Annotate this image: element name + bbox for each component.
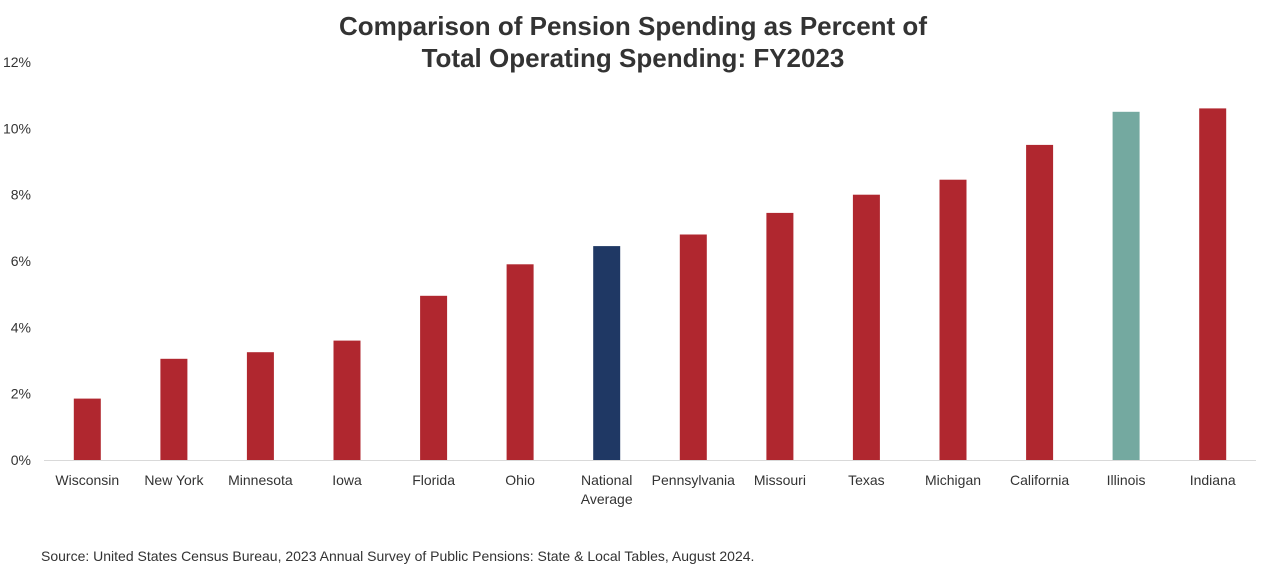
x-category-label: New York bbox=[144, 472, 204, 488]
chart-title: Comparison of Pension Spending as Percen… bbox=[0, 10, 1266, 74]
y-tick-label: 12% bbox=[3, 54, 31, 70]
x-category-label: Minnesota bbox=[228, 472, 293, 488]
x-category-label: Wisconsin bbox=[55, 472, 119, 488]
bar bbox=[506, 264, 534, 460]
x-category-label: Michigan bbox=[925, 472, 981, 488]
bar bbox=[939, 179, 967, 460]
x-category-label: Pennsylvania bbox=[652, 472, 735, 488]
y-tick-label: 2% bbox=[11, 386, 31, 402]
bar bbox=[766, 212, 794, 460]
bar bbox=[73, 398, 101, 460]
source-note: Source: United States Census Bureau, 202… bbox=[41, 548, 755, 564]
x-category-label: Indiana bbox=[1190, 472, 1236, 488]
bar bbox=[333, 340, 361, 460]
x-category-label: Florida bbox=[412, 472, 455, 488]
x-category-label: Illinois bbox=[1107, 472, 1146, 488]
bar bbox=[1026, 144, 1054, 460]
bars bbox=[73, 108, 1227, 461]
bar bbox=[852, 194, 880, 460]
x-category-label: Ohio bbox=[505, 472, 535, 488]
chart-title-line-2: Total Operating Spending: FY2023 bbox=[421, 43, 845, 73]
y-tick-label: 8% bbox=[11, 187, 31, 203]
y-tick-label: 4% bbox=[11, 319, 31, 335]
y-tick-label: 6% bbox=[11, 253, 31, 269]
y-tick-label: 10% bbox=[3, 120, 31, 136]
y-tick-label: 0% bbox=[11, 452, 31, 468]
bar bbox=[1199, 108, 1227, 461]
bar bbox=[679, 234, 707, 460]
bar bbox=[420, 295, 448, 460]
x-axis-labels: Wisconsin New York Minnesota Iowa Florida Ohi… bbox=[55, 472, 1235, 507]
chart-title-line-1: Comparison of Pension Spending as Percen… bbox=[339, 11, 927, 41]
bar bbox=[593, 246, 621, 460]
x-category-label: California bbox=[1010, 472, 1069, 488]
bar bbox=[1112, 111, 1140, 461]
bar bbox=[246, 352, 274, 460]
x-category-label: Iowa bbox=[332, 472, 362, 488]
x-category-label: Missouri bbox=[754, 472, 806, 488]
y-axis-ticks: 0% 2% 4% 6% 8% 10% 12% bbox=[3, 54, 31, 468]
x-category-label: Texas bbox=[848, 472, 885, 488]
x-category-label: National Average bbox=[581, 472, 633, 507]
bar bbox=[160, 358, 188, 460]
